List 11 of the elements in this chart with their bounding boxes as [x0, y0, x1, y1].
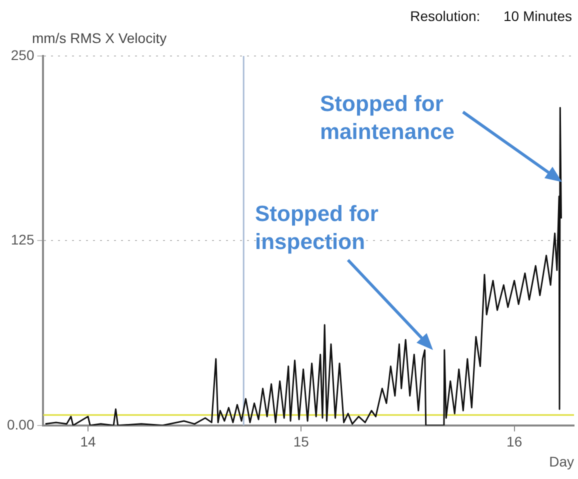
annotation: Stopped for inspection [255, 200, 378, 256]
y-tick-label: 0.00 [7, 416, 34, 432]
x-axis-title: Day [549, 453, 574, 470]
x-tick-label: 16 [506, 434, 522, 450]
x-tick-label: 14 [80, 434, 96, 450]
annotation: Stopped for maintenance [320, 90, 454, 146]
x-tick-label: 15 [293, 434, 310, 450]
y-tick-label: 125 [10, 232, 34, 248]
y-axis-title: mm/s RMS X Velocity [32, 30, 167, 46]
text: Resolution: 10 Minutes [410, 8, 572, 24]
y-tick-label: 250 [10, 46, 34, 63]
